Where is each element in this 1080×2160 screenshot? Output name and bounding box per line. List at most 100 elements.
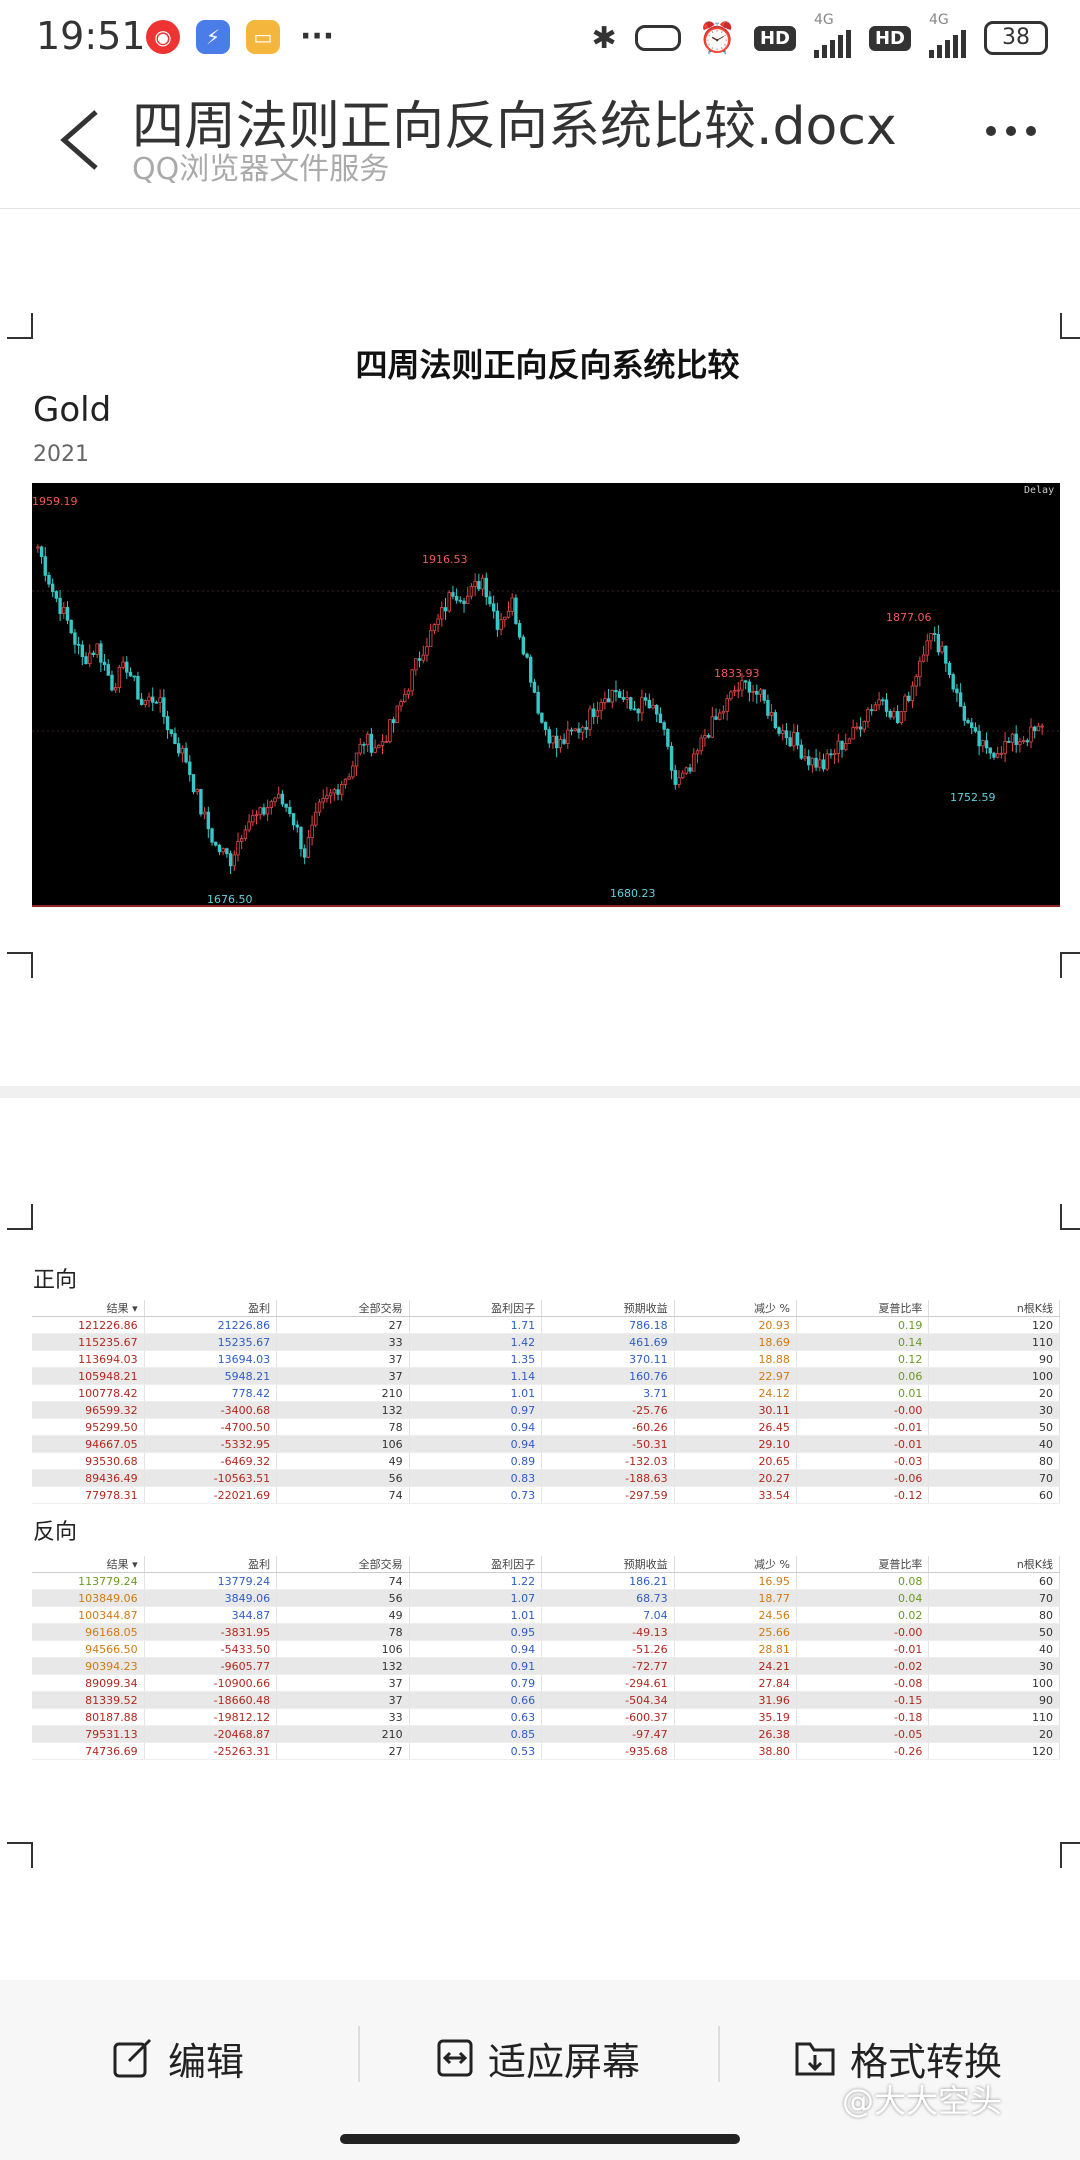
table-cell: 74736.69 xyxy=(32,1742,145,1760)
table-row: 81339.52 -18660.48 37 0.66 -504.34 31.96 -0.15… xyxy=(32,1691,1060,1709)
candle-body xyxy=(829,753,833,756)
candle-body xyxy=(818,759,822,768)
candle-body xyxy=(117,666,122,688)
table-cell: 0.97 xyxy=(409,1401,543,1419)
table-header: 夏普比率 xyxy=(796,1556,930,1573)
candle-body xyxy=(373,747,377,753)
table-row: 113779.24 13779.24 74 1.22 186.21 16.95 0.08 60 xyxy=(32,1572,1060,1590)
table-row: 103849.06 3849.06 56 1.07 68.73 18.77 0.04 70 xyxy=(32,1589,1060,1607)
candle-body xyxy=(988,747,992,754)
candle-body xyxy=(128,671,133,677)
table-cell: -0.15 xyxy=(796,1691,930,1709)
candle-body xyxy=(603,698,607,703)
candle-body xyxy=(214,841,218,846)
table-cell: -0.00 xyxy=(796,1623,930,1641)
table-header: 盈利 xyxy=(144,1300,278,1317)
candle-body xyxy=(180,747,185,754)
network-type: 4G xyxy=(813,12,834,28)
chart-subtitle: 2021 xyxy=(33,442,89,467)
candle-body xyxy=(695,750,700,755)
table-cell: -0.08 xyxy=(796,1674,930,1692)
candle-body xyxy=(221,848,225,853)
format-convert-button[interactable]: 格式转换 xyxy=(794,2028,1002,2088)
table-cell: 106 xyxy=(276,1435,410,1453)
table-row: 89436.49 -10563.51 56 0.83 -188.63 20.27 -0.06… xyxy=(32,1469,1060,1487)
edit-button[interactable]: 编辑 xyxy=(112,2028,244,2088)
table-cell: -0.03 xyxy=(796,1452,930,1470)
candle-body xyxy=(755,690,759,695)
chart-title: Gold xyxy=(33,390,112,430)
candle-body xyxy=(328,792,333,797)
candle-body xyxy=(973,727,978,732)
candle-body xyxy=(347,776,351,780)
home-indicator[interactable] xyxy=(340,2134,740,2144)
table-cell: 24.12 xyxy=(674,1384,797,1402)
candle-body xyxy=(388,719,392,742)
candle-body xyxy=(58,597,62,614)
candle-body xyxy=(932,633,937,635)
candle-body xyxy=(273,797,277,803)
candle-body xyxy=(521,636,526,655)
table-cell: 3.71 xyxy=(541,1384,675,1402)
candle-body xyxy=(929,633,933,642)
table-row: 77978.31 -22021.69 74 0.73 -297.59 33.54 -0.12… xyxy=(32,1486,1060,1504)
candle-body xyxy=(254,814,259,817)
table-cell: 13779.24 xyxy=(144,1572,278,1590)
table-cell: -0.00 xyxy=(796,1401,930,1419)
table-cell: 79531.13 xyxy=(32,1725,145,1743)
table-cell: 0.94 xyxy=(409,1418,543,1436)
candle-body xyxy=(584,727,589,730)
candle-body xyxy=(918,660,922,678)
candle-body xyxy=(391,719,396,724)
candle-body xyxy=(984,740,989,749)
chart-price-label: 1916.53 xyxy=(422,553,468,566)
page-corner-mark xyxy=(1060,1204,1080,1230)
table-cell: -6469.32 xyxy=(144,1452,278,1470)
table-row: 79531.13 -20468.87 210 0.85 -97.47 26.38 -0.05… xyxy=(32,1725,1060,1743)
page-corner-mark xyxy=(1060,952,1080,978)
back-arrow-icon[interactable] xyxy=(56,108,106,172)
candle-body xyxy=(910,685,915,702)
fit-screen-button[interactable]: 适应屏幕 xyxy=(436,2028,640,2088)
candle-body xyxy=(703,735,707,739)
table-header[interactable]: 结果 ▾ xyxy=(32,1556,145,1573)
chart-price-label: 1676.50 xyxy=(207,893,253,906)
table-cell: 160.76 xyxy=(541,1367,675,1385)
candle-body xyxy=(606,698,611,703)
candle-body xyxy=(36,546,40,549)
candle-body xyxy=(184,747,188,763)
candle-body xyxy=(914,676,918,687)
table-cell: 33.54 xyxy=(674,1486,797,1504)
more-options-icon[interactable] xyxy=(986,126,1036,136)
table-cell: -9605.77 xyxy=(144,1657,278,1675)
table-header: 盈利因子 xyxy=(409,1300,543,1317)
candle-body xyxy=(143,700,148,705)
candle-body xyxy=(314,811,318,826)
candle-body xyxy=(710,716,715,738)
table-row: 80187.88 -19812.12 33 0.63 -600.37 35.19 -0.18… xyxy=(32,1708,1060,1726)
chart-svg: Delay 1959.19 1676.50 1916.53 1680.23 1833.9… xyxy=(32,485,1060,907)
forward-results-table: 结果 ▾ 盈利 全部交易 盈利因子 预期收益 减少 % 夏普比率 n根K线 121226.86 2… xyxy=(32,1300,1060,1504)
table-cell: 78 xyxy=(276,1418,410,1436)
candle-body xyxy=(1025,740,1030,743)
table-cell: -5433.50 xyxy=(144,1640,278,1658)
candle-body xyxy=(573,728,577,731)
candle-body xyxy=(110,674,114,691)
table-cell: 20 xyxy=(928,1384,1060,1402)
candle-body xyxy=(406,690,411,695)
candle-body xyxy=(825,753,829,770)
candle-body xyxy=(125,661,129,673)
table-cell: 1.01 xyxy=(409,1606,543,1624)
table-cell: 26.45 xyxy=(674,1418,797,1436)
table-header[interactable]: 结果 ▾ xyxy=(32,1300,145,1317)
candle-body xyxy=(643,697,648,701)
candle-body xyxy=(792,732,796,747)
more-notifications-icon: ··· xyxy=(300,19,335,54)
table-row: 96168.05 -3831.95 78 0.95 -49.13 25.66 -0.00 50 xyxy=(32,1623,1060,1641)
candle-body xyxy=(558,739,563,749)
candle-body xyxy=(832,753,837,755)
table-cell: 113694.03 xyxy=(32,1350,145,1368)
table-cell: -18660.48 xyxy=(144,1691,278,1709)
candle-body xyxy=(480,577,485,590)
candle-body xyxy=(169,729,173,734)
